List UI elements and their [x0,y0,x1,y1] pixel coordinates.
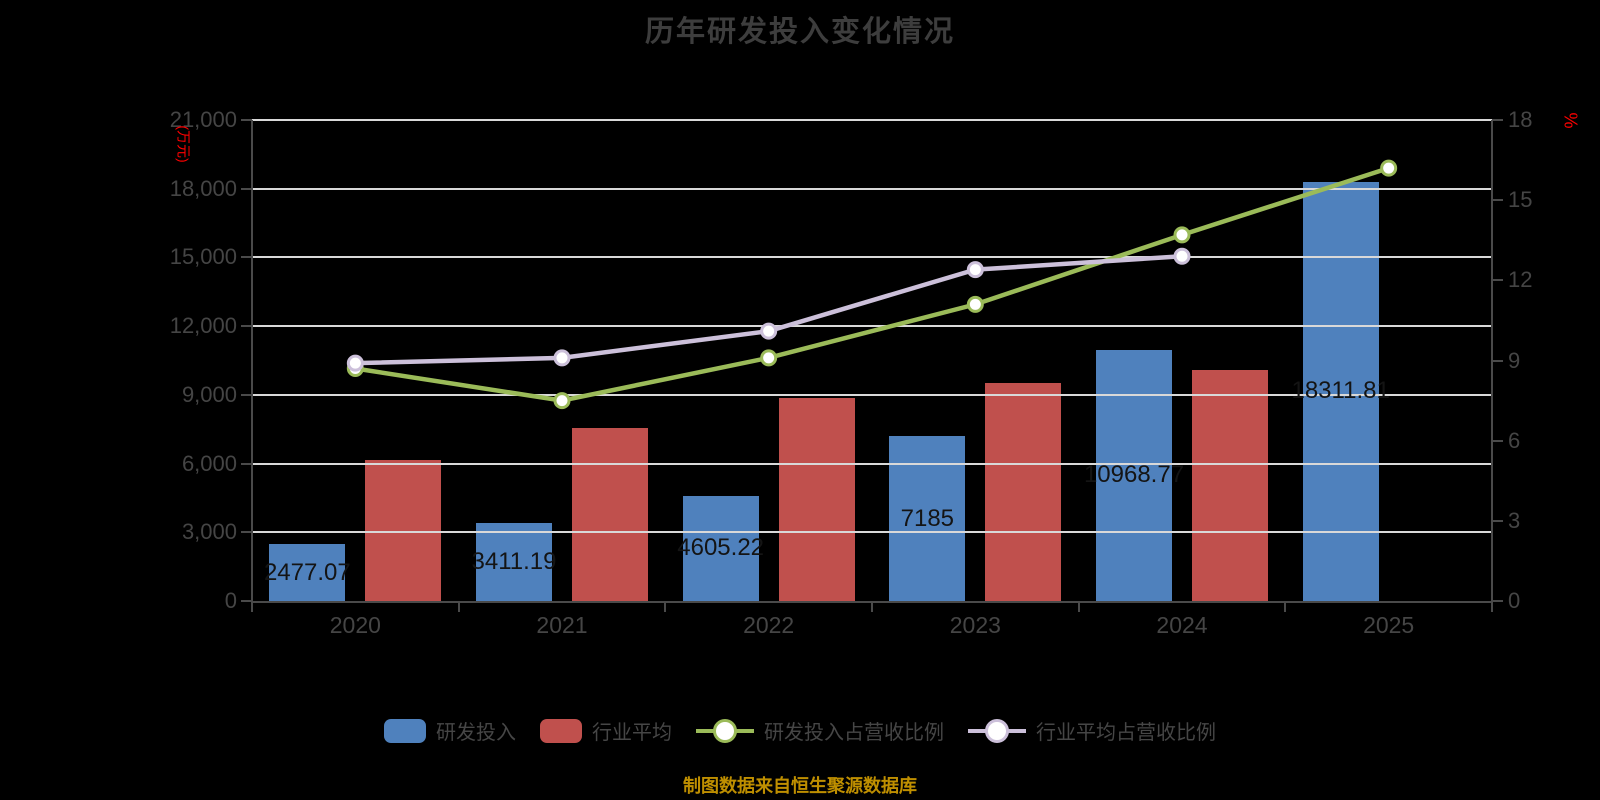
right-axis-tick-label: 18 [1508,107,1533,132]
x-axis-label-2025: 2025 [1363,612,1415,638]
x-axis-tick [664,603,667,612]
legend-label-rd-revenue-ratio: 研发投入占营收比例 [764,722,944,744]
x-axis-tick [1077,603,1080,612]
line-rd-revenue-ratio [354,165,1390,403]
legend-item-industry-average: 行业平均 [540,716,672,745]
left-axis-tick [241,393,252,396]
left-axis-tick-label: 15,000 [169,244,237,270]
gridline [252,462,1492,465]
right-axis-tick-label: 0 [1508,588,1521,613]
bar-industry-average-2023 [985,382,1062,601]
left-axis-tick-label: 6,000 [181,450,237,476]
legend-label-industry-average: 行业平均 [592,722,672,744]
legend-circle-marker [985,718,1009,743]
right-axis-tick [1492,119,1503,121]
right-axis-tick [1492,279,1503,282]
x-axis-tick [457,603,460,612]
legend-item-rd-investment: 研发投入 [384,716,516,745]
marker-industry-avg-revenue-ratio [966,261,984,279]
left-axis-tick-label: 21,000 [169,107,237,132]
line-industry-avg-revenue-ratio [355,254,1183,366]
bar-industry-average-2022 [778,398,855,601]
bar-industry-average-2024 [1192,369,1268,601]
right-axis-tick-label: 6 [1508,427,1521,453]
left-axis-tick [241,462,252,465]
bar-rd-investment-2022 [682,495,759,601]
left-axis-unit-label: (万元) [175,125,192,163]
x-axis [251,601,1493,603]
right-axis-unit-label: % [1560,112,1581,129]
bar-label-rd-investment-2022: 4605.22 [677,534,765,562]
left-axis-tick-label: 18,000 [169,175,237,201]
x-axis-label-2024: 2024 [1156,612,1208,638]
legend-circle-marker [713,718,737,743]
left-axis-tick [241,187,252,190]
bar-label-rd-investment-2025: 18311.81 [1291,377,1390,405]
gridline [252,531,1492,534]
left-axis-tick [241,600,252,602]
x-axis-tick [871,603,873,612]
data-source-note: 制图数据来自恒生聚源数据库 [683,776,917,796]
legend-swatch-rd-investment [384,718,426,743]
left-axis-tick-label: 9,000 [181,381,237,407]
legend-label-rd-investment: 研发投入 [436,722,516,744]
right-axis-tick [1492,199,1503,202]
x-axis-tick [251,603,253,612]
bar-label-rd-investment-2021: 3411.19 [471,547,557,575]
y-axis-left [251,120,253,603]
marker-rd-revenue-ratio [966,295,984,313]
x-axis-label-2020: 2020 [329,612,381,638]
legend-item-rd-revenue-ratio: 研发投入占营收比例 [696,716,944,745]
marker-industry-avg-revenue-ratio [346,354,364,372]
left-axis-tick [241,119,252,121]
bar-label-rd-investment-2020: 2477.07 [263,558,351,586]
bar-rd-investment-2020 [269,544,346,601]
left-axis-tick-label: 0 [224,588,237,613]
right-axis-tick [1492,359,1503,362]
x-axis-tick [1491,603,1493,612]
bar-industry-average-2021 [572,428,648,601]
legend-marker-industry-avg-revenue-ratio [968,718,1026,744]
right-axis-tick-label: 9 [1508,347,1521,373]
marker-industry-avg-revenue-ratio [553,349,571,367]
right-axis-tick-label: 15 [1508,187,1533,213]
marker-rd-revenue-ratio [346,360,364,378]
right-axis-tick [1492,600,1503,602]
left-axis-tick [241,531,252,534]
marker-rd-revenue-ratio [760,349,778,367]
bar-label-rd-investment-2023: 7185 [900,504,955,532]
gridline [252,256,1492,259]
left-axis-tick-label: 3,000 [181,519,237,545]
x-axis-label-2022: 2022 [743,612,795,638]
gridline [252,119,1492,121]
left-axis-tick [241,256,252,259]
legend-swatch-industry-average [540,718,582,743]
left-axis-tick-label: 12,000 [169,313,237,339]
legend: 研发投入 行业平均 研发投入占营收比例 行业平均占营收比例 [0,716,1600,745]
bar-label-rd-investment-2024: 10968.77 [1083,461,1185,489]
right-axis-tick [1492,519,1503,522]
y-axis-right [1491,120,1493,603]
right-axis-tick-label: 3 [1508,507,1521,533]
chart-title: 历年研发投入变化情况 [644,16,955,48]
gridline [252,325,1492,328]
x-axis-label-2023: 2023 [949,612,1001,638]
right-axis-tick-label: 12 [1508,267,1533,293]
marker-rd-revenue-ratio [1380,159,1398,177]
right-axis-tick [1492,439,1503,442]
bar-industry-average-2020 [365,460,442,601]
legend-marker-rd-revenue-ratio [696,718,754,744]
gridline [252,187,1492,190]
legend-item-industry-avg-revenue-ratio: 行业平均占营收比例 [968,716,1216,745]
x-axis-label-2021: 2021 [536,612,588,638]
bar-rd-investment-2021 [476,522,552,601]
x-axis-tick [1284,603,1287,612]
marker-rd-revenue-ratio [1173,226,1191,244]
legend-label-industry-avg-revenue-ratio: 行业平均占营收比例 [1036,722,1216,744]
left-axis-tick [241,325,252,328]
